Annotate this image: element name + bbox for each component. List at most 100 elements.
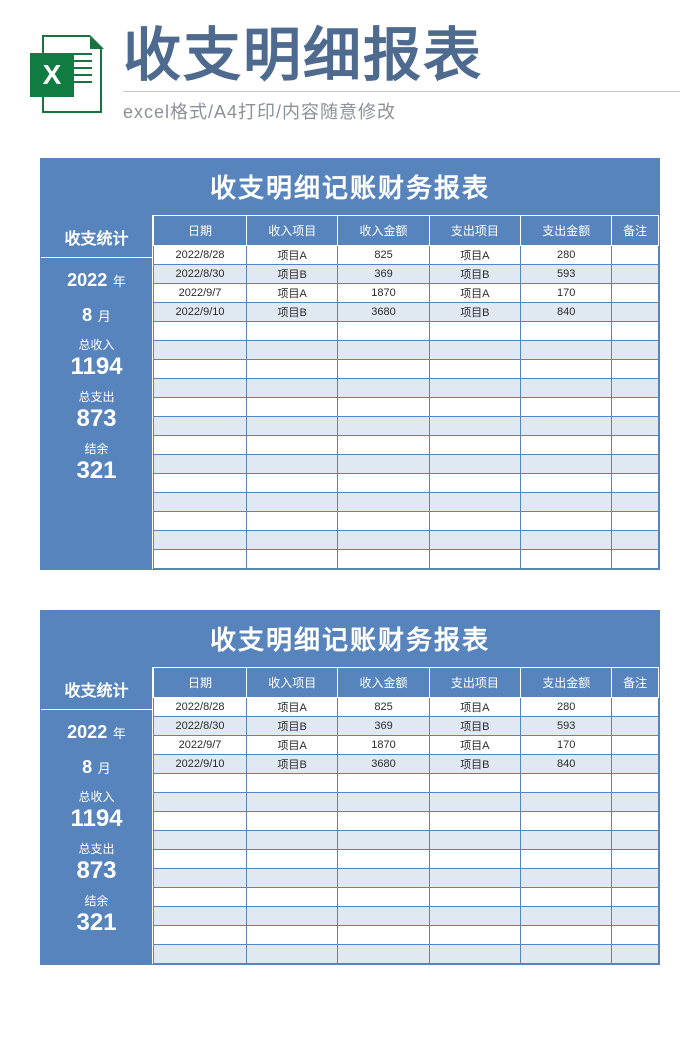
table-row: 2022/9/10项目B3680项目B840 bbox=[154, 755, 659, 774]
hero-text: 收支明细报表 excel格式/A4打印/内容随意修改 bbox=[123, 27, 680, 124]
table-cell bbox=[154, 379, 247, 398]
excel-icon: X bbox=[30, 35, 105, 115]
table-cell bbox=[338, 436, 429, 455]
table-cell bbox=[521, 945, 612, 964]
table-cell bbox=[612, 455, 659, 474]
table-cell bbox=[247, 322, 338, 341]
table-cell: 项目A bbox=[247, 698, 338, 717]
table-row bbox=[154, 888, 659, 907]
table-cell: 项目A bbox=[247, 246, 338, 265]
table-row bbox=[154, 455, 659, 474]
hero-title: 收支明细报表 bbox=[123, 27, 680, 92]
table-cell bbox=[154, 493, 247, 512]
summary-sidebar: 收支统计2022 年8 月总收入1194总支出873结余321 bbox=[41, 215, 153, 569]
table-cell bbox=[154, 812, 247, 831]
report-preview: 收支明细记账财务报表收支统计2022 年8 月总收入1194总支出873结余32… bbox=[40, 610, 660, 965]
table-cell: 840 bbox=[521, 303, 612, 322]
table-cell bbox=[247, 550, 338, 569]
table-cell: 3680 bbox=[338, 303, 429, 322]
table-cell bbox=[429, 436, 520, 455]
balance-value: 321 bbox=[41, 909, 152, 938]
table-cell bbox=[521, 322, 612, 341]
table-row bbox=[154, 436, 659, 455]
table-cell bbox=[338, 474, 429, 493]
table-cell bbox=[247, 417, 338, 436]
table-cell: 280 bbox=[521, 246, 612, 265]
column-header: 日期 bbox=[154, 668, 247, 698]
column-header: 支出项目 bbox=[429, 668, 520, 698]
table-row bbox=[154, 793, 659, 812]
table-cell bbox=[521, 379, 612, 398]
table-cell bbox=[247, 474, 338, 493]
table-row: 2022/9/10项目B3680项目B840 bbox=[154, 303, 659, 322]
table-cell bbox=[154, 550, 247, 569]
table-cell bbox=[612, 831, 659, 850]
table-cell bbox=[429, 831, 520, 850]
table-cell: 项目A bbox=[429, 246, 520, 265]
table-cell bbox=[612, 265, 659, 284]
table-cell bbox=[521, 493, 612, 512]
table-cell bbox=[154, 793, 247, 812]
table-cell bbox=[154, 831, 247, 850]
table-cell bbox=[338, 379, 429, 398]
table-cell bbox=[338, 512, 429, 531]
table-cell bbox=[521, 455, 612, 474]
table-cell bbox=[154, 398, 247, 417]
table-cell bbox=[247, 436, 338, 455]
table-cell: 2022/8/30 bbox=[154, 265, 247, 284]
table-cell: 项目B bbox=[429, 755, 520, 774]
table-cell bbox=[338, 774, 429, 793]
sidebar-month: 8 月 bbox=[41, 305, 152, 326]
table-cell bbox=[521, 850, 612, 869]
table-cell bbox=[612, 717, 659, 736]
expense-value: 873 bbox=[41, 405, 152, 434]
column-header: 收入项目 bbox=[247, 216, 338, 246]
preview-area: 收支明细记账财务报表收支统计2022 年8 月总收入1194总支出873结余32… bbox=[0, 150, 700, 1035]
table-cell bbox=[521, 531, 612, 550]
table-cell: 2022/9/7 bbox=[154, 736, 247, 755]
table-cell: 项目B bbox=[429, 265, 520, 284]
table-row bbox=[154, 474, 659, 493]
table-cell bbox=[429, 812, 520, 831]
income-label: 总收入 bbox=[41, 336, 152, 353]
table-cell bbox=[521, 888, 612, 907]
table-cell bbox=[338, 493, 429, 512]
table-cell bbox=[154, 907, 247, 926]
table-cell bbox=[612, 755, 659, 774]
table-cell bbox=[429, 888, 520, 907]
table-cell bbox=[154, 360, 247, 379]
table-row: 2022/9/7项目A1870项目A170 bbox=[154, 284, 659, 303]
table-cell bbox=[338, 831, 429, 850]
detail-table: 日期收入项目收入金额支出项目支出金额备注2022/8/28项目A825项目A28… bbox=[153, 667, 659, 964]
table-cell bbox=[247, 341, 338, 360]
table-cell bbox=[247, 398, 338, 417]
table-row bbox=[154, 417, 659, 436]
table-cell: 2022/9/7 bbox=[154, 284, 247, 303]
table-cell: 2022/9/10 bbox=[154, 303, 247, 322]
table-cell bbox=[429, 907, 520, 926]
table-row bbox=[154, 360, 659, 379]
table-cell: 项目B bbox=[429, 303, 520, 322]
table-row bbox=[154, 493, 659, 512]
table-cell bbox=[521, 550, 612, 569]
table-cell bbox=[429, 869, 520, 888]
table-row bbox=[154, 379, 659, 398]
table-cell: 3680 bbox=[338, 755, 429, 774]
table-cell bbox=[429, 474, 520, 493]
table-cell: 170 bbox=[521, 284, 612, 303]
table-cell: 170 bbox=[521, 736, 612, 755]
table-cell bbox=[521, 926, 612, 945]
detail-table-wrap: 日期收入项目收入金额支出项目支出金额备注2022/8/28项目A825项目A28… bbox=[153, 667, 659, 964]
table-cell bbox=[338, 322, 429, 341]
table-cell bbox=[154, 945, 247, 964]
expense-value: 873 bbox=[41, 857, 152, 886]
table-cell bbox=[612, 774, 659, 793]
table-cell: 369 bbox=[338, 265, 429, 284]
table-cell bbox=[247, 869, 338, 888]
table-cell bbox=[247, 512, 338, 531]
table-row bbox=[154, 531, 659, 550]
table-cell: 项目A bbox=[429, 284, 520, 303]
summary-sidebar: 收支统计2022 年8 月总收入1194总支出873结余321 bbox=[41, 667, 153, 964]
sidebar-month: 8 月 bbox=[41, 757, 152, 778]
table-cell bbox=[338, 850, 429, 869]
